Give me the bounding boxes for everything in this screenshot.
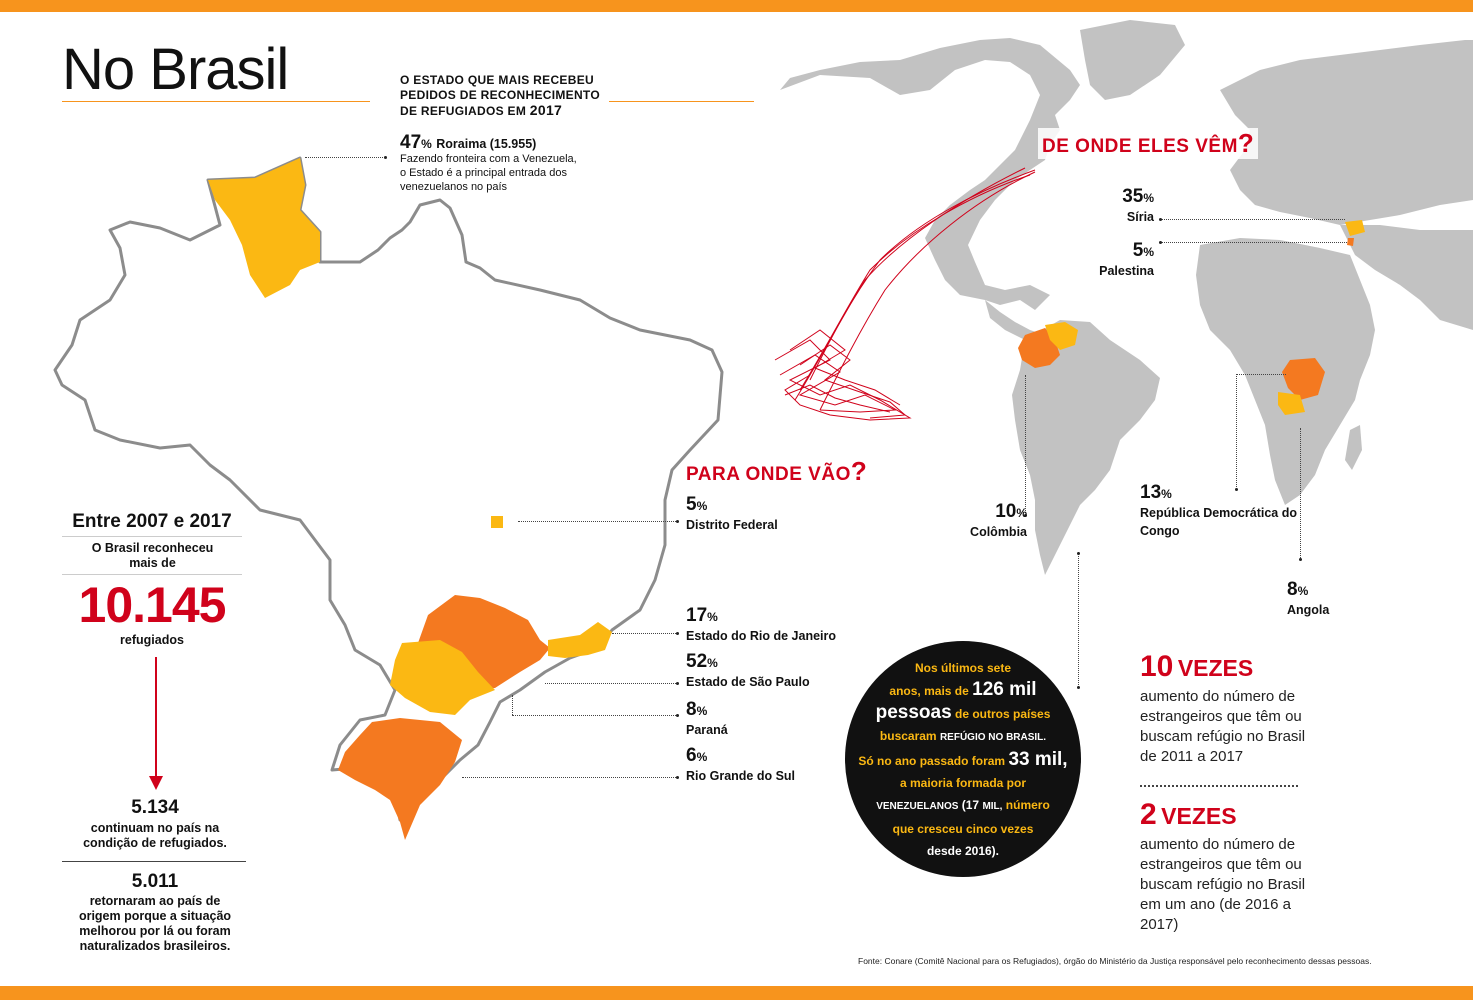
europe	[1220, 40, 1473, 225]
period-subheading: O Brasil reconheceu mais de	[91, 541, 214, 570]
venezuela-country	[1045, 322, 1078, 350]
north-america	[780, 38, 1080, 310]
angola-country	[1278, 392, 1305, 415]
stat-10x-desc: aumento do número de estrangeiros que tê…	[1140, 688, 1306, 765]
migration-flows	[774, 167, 1036, 421]
destinations-heading: PARA ONDE VÃO?	[686, 456, 868, 486]
df-leader	[518, 521, 678, 522]
rio-de-janeiro-state	[548, 622, 612, 658]
distrito-federal-state	[491, 516, 503, 528]
colombia-leader	[1025, 375, 1026, 515]
period-rule	[62, 536, 242, 537]
roraima-note: Fazendo fronteira com a Venezuela, o Est…	[400, 153, 577, 193]
palestine-leader	[1160, 242, 1347, 243]
bottom-accent-bar	[0, 986, 1473, 1000]
venezuela-leader	[1078, 552, 1079, 687]
stay-rule	[62, 861, 246, 862]
down-arrow-icon	[149, 776, 163, 790]
period-heading: Entre 2007 e 2017	[72, 511, 232, 532]
dest-rj: 17% Estado do Rio de Janeiro	[686, 605, 837, 643]
top-accent-bar	[0, 0, 1473, 12]
origin-angola: 8% Angola	[1287, 579, 1330, 617]
sp-leader	[545, 683, 678, 684]
pr-dot	[676, 714, 679, 717]
stat-2x: 2 VEZES	[1140, 798, 1237, 831]
parana-state	[390, 640, 495, 715]
stat-2x-desc: aumento do número de estrangeiros que tê…	[1140, 836, 1306, 933]
pr-leader	[512, 715, 678, 716]
roraima-stat: 47% Roraima (15.955)	[400, 132, 537, 153]
pr-leader-v	[512, 695, 513, 715]
colombia-dot	[1024, 514, 1027, 517]
syria-country	[1345, 220, 1365, 236]
syria-leader	[1160, 219, 1345, 220]
world-map	[780, 20, 1473, 575]
rs-dot	[676, 776, 679, 779]
dest-df: 5% Distrito Federal	[686, 494, 778, 532]
brazil-outline	[53, 156, 724, 822]
madagascar	[1345, 425, 1362, 470]
dest-sp: 52% Estado de São Paulo	[686, 651, 810, 689]
df-dot	[676, 520, 679, 523]
stay-value: 5.134	[131, 797, 179, 818]
venezuela-dot-top	[1077, 552, 1080, 555]
drc-leader-h	[1236, 374, 1286, 375]
venezuela-dot	[1077, 686, 1080, 689]
origin-palestine: 5% Palestina	[1099, 240, 1154, 278]
rs-leader	[462, 777, 678, 778]
angola-dot	[1299, 558, 1302, 561]
title-rule-right	[609, 101, 754, 102]
origins-heading: DE ONDE ELES VÊM?	[1038, 128, 1259, 159]
refugees-total: 10.145	[78, 577, 227, 633]
origin-drc: 13% República Democrática do Congo	[1140, 482, 1297, 538]
south-america	[1012, 320, 1160, 575]
state-most-heading: O ESTADO QUE MAIS RECEBEU PEDIDOS DE REC…	[400, 73, 600, 118]
roraima-leader	[305, 157, 385, 158]
rj-dot	[676, 632, 679, 635]
syria-dot	[1159, 218, 1162, 221]
drc-dot	[1235, 488, 1238, 491]
asia	[1340, 225, 1473, 330]
period-rule-2	[62, 574, 242, 575]
stat-10x: 10 VEZES	[1140, 650, 1254, 683]
roraima-dot	[384, 156, 387, 159]
dest-rs: 6% Rio Grande do Sul	[686, 745, 796, 783]
drc-country	[1282, 358, 1325, 400]
sp-dot	[676, 682, 679, 685]
refugees-total-label: refugiados	[120, 633, 184, 647]
roraima-state	[208, 158, 320, 298]
source-note: Fonte: Conare (Comitê Nacional para os R…	[858, 956, 1372, 966]
summary-circle: Nos últimos sete anos, mais de 126 mil p…	[845, 641, 1081, 877]
greenland	[1080, 20, 1185, 100]
rj-leader	[612, 633, 678, 634]
left-value: 5.011	[131, 871, 179, 892]
stay-label: continuam no país na condição de refugia…	[83, 821, 227, 850]
sao-paulo-state	[418, 595, 550, 690]
origin-colombia: 10% Colômbia	[970, 501, 1027, 539]
origin-syria: 35% Síria	[1122, 186, 1154, 224]
stats-divider	[1140, 785, 1298, 787]
palestine-country	[1347, 238, 1354, 246]
angola-leader	[1300, 428, 1301, 558]
palestine-dot	[1159, 241, 1162, 244]
left-label: retornaram ao país de origem porque a si…	[78, 894, 232, 953]
rio-grande-do-sul-state	[338, 718, 462, 840]
title-rule	[62, 101, 370, 102]
drc-leader-v	[1236, 374, 1237, 489]
down-arrow-shaft	[155, 657, 157, 777]
page-title: No Brasil	[62, 37, 289, 102]
dest-pr: 8% Paraná	[686, 699, 728, 737]
